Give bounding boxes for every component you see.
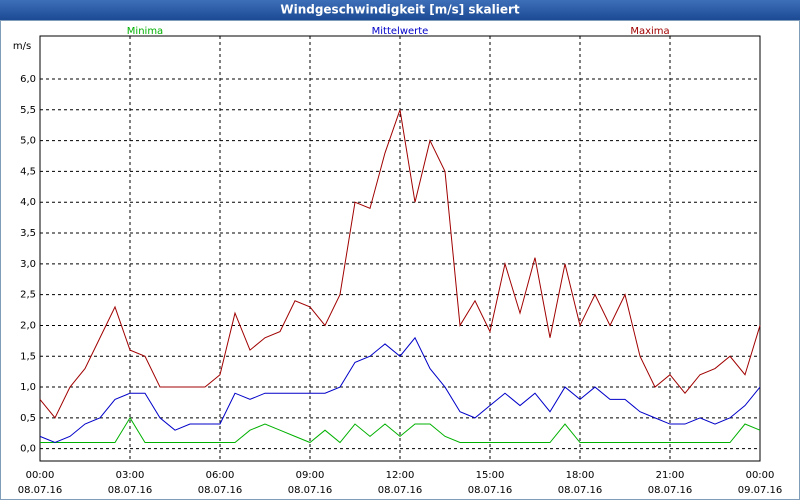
y-tick-label: 3,5 bbox=[20, 228, 36, 239]
x-tick-label: 21:00 bbox=[656, 470, 685, 481]
y-tick-label: 3,0 bbox=[20, 259, 36, 270]
x-tick-date: 08.07.16 bbox=[378, 485, 423, 496]
y-tick-label: 4,0 bbox=[20, 197, 36, 208]
x-tick-label: 18:00 bbox=[566, 470, 595, 481]
y-tick-label: 2,0 bbox=[20, 320, 36, 331]
x-tick-label: 00:00 bbox=[26, 470, 55, 481]
y-tick-label: 6,0 bbox=[20, 74, 36, 85]
x-tick-date: 09.07.16 bbox=[738, 485, 783, 496]
x-tick-label: 09:00 bbox=[296, 470, 325, 481]
x-tick-label: 12:00 bbox=[386, 470, 415, 481]
x-tick-date: 08.07.16 bbox=[468, 485, 513, 496]
x-tick-label: 03:00 bbox=[116, 470, 145, 481]
series-line bbox=[39, 336, 761, 444]
y-tick-label: 4,5 bbox=[20, 166, 36, 177]
x-tick-date: 08.07.16 bbox=[108, 485, 153, 496]
y-unit: m/s bbox=[13, 41, 31, 52]
y-tick-label: 1,5 bbox=[20, 351, 36, 362]
title-bar bbox=[0, 0, 800, 20]
legend-entry: Minima bbox=[127, 26, 163, 37]
x-tick-date: 08.07.16 bbox=[558, 485, 603, 496]
y-tick-label: 0,0 bbox=[20, 444, 36, 455]
series-line bbox=[40, 416, 761, 444]
x-tick-label: 00:00 bbox=[746, 470, 775, 481]
y-tick-label: 5,0 bbox=[20, 136, 36, 147]
legend-entry: Maxima bbox=[630, 26, 669, 37]
y-tick-label: 1,0 bbox=[20, 382, 36, 393]
x-tick-date: 08.07.16 bbox=[198, 485, 243, 496]
x-tick-label: 06:00 bbox=[206, 470, 235, 481]
y-tick-label: 2,5 bbox=[20, 290, 36, 301]
legend-entry: Mittelwerte bbox=[372, 26, 429, 37]
series-line bbox=[39, 109, 761, 419]
x-tick-date: 08.07.16 bbox=[648, 485, 693, 496]
x-tick-date: 08.07.16 bbox=[18, 485, 63, 496]
window-title: Windgeschwindigkeit [m/s] skaliert bbox=[280, 3, 520, 17]
y-tick-label: 5,5 bbox=[20, 105, 36, 116]
x-tick-date: 08.07.16 bbox=[288, 485, 333, 496]
y-tick-label: 0,5 bbox=[20, 413, 36, 424]
x-tick-label: 15:00 bbox=[476, 470, 505, 481]
